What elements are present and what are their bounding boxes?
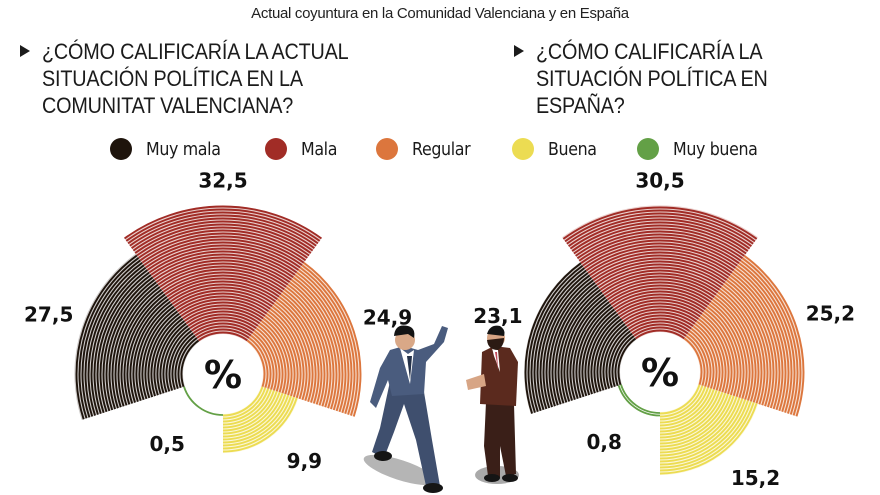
- question-line: SITUACIÓN POLÍTICA EN: [536, 66, 768, 91]
- legend-item-buena: Buena: [511, 138, 603, 160]
- legend-label: Regular: [411, 138, 471, 160]
- value-label-mala: 30,5: [635, 168, 684, 192]
- sector-muy-mala: [74, 253, 200, 420]
- legend-label: Mala: [300, 138, 337, 160]
- value-label-muy-buena: 0,5: [149, 432, 184, 456]
- value-label-muy-mala: 27,5: [24, 302, 73, 326]
- man-blue-suit: [370, 325, 448, 493]
- question-line: ¿CÓMO CALIFICARÍA LA: [536, 39, 763, 64]
- value-label-regular: 24,9: [363, 305, 412, 329]
- value-label-buena: 9,9: [287, 449, 322, 473]
- businessmen-illustration: [363, 325, 519, 493]
- legend-swatch: [110, 138, 132, 160]
- sector-muy-buena: [617, 384, 661, 417]
- sector-buena: [659, 384, 759, 476]
- sector-muy-buena: [183, 386, 224, 416]
- sector-regular: [683, 255, 805, 417]
- value-label-buena: 15,2: [731, 466, 780, 490]
- percent-symbol: %: [641, 351, 679, 395]
- value-label-regular: 25,2: [806, 302, 855, 326]
- sector-mala: [123, 205, 323, 342]
- question-line: SITUACIÓN POLÍTICA EN LA: [42, 66, 303, 91]
- legend-item-muy-buena: Muy buena: [637, 138, 769, 160]
- sector-muy-mala: [524, 262, 637, 414]
- legend: Muy mala Mala Regular Buena Muy buena: [110, 138, 803, 160]
- legend-swatch: [511, 138, 534, 160]
- legend-label: Buena: [547, 138, 597, 160]
- question-line: ESPAÑA?: [536, 93, 625, 118]
- value-label-muy-buena: 0,8: [586, 430, 621, 454]
- legend-item-mala: Mala: [264, 138, 342, 160]
- legend-label: Muy buena: [673, 138, 758, 160]
- value-label-mala: 32,5: [198, 169, 247, 193]
- chart-subtitle: Actual coyuntura en la Comunidad Valenci…: [251, 5, 629, 22]
- percent-symbol: %: [204, 353, 242, 397]
- sector-regular: [246, 261, 362, 417]
- man-brown-suit: [466, 325, 518, 482]
- question-line: COMUNITAT VALENCIANA?: [42, 93, 294, 118]
- legend-label: Muy mala: [146, 138, 221, 160]
- question-line: ¿CÓMO CALIFICARÍA LA ACTUAL: [42, 39, 349, 64]
- legend-swatch: [375, 138, 398, 160]
- triangle-bullet-icon: [20, 45, 30, 57]
- legend-swatch: [264, 138, 287, 160]
- question-comunitat-valenciana: ¿CÓMO CALIFICARÍA LA ACTUAL SITUACIÓN PO…: [20, 38, 383, 119]
- legend-item-muy-mala: Muy mala: [110, 138, 231, 160]
- legend-swatch: [637, 138, 660, 160]
- question-espana: ¿CÓMO CALIFICARÍA LA SITUACIÓN POLÍTICA …: [514, 38, 793, 119]
- legend-item-regular: Regular: [375, 138, 478, 160]
- chart-comunitat-valenciana: 27,5 32,5 24,9 9,9 0,5%: [24, 169, 412, 473]
- sector-mala: [562, 205, 758, 340]
- sector-buena: [222, 386, 299, 454]
- triangle-bullet-icon: [514, 45, 524, 57]
- value-label-muy-mala: 23,1: [473, 304, 522, 328]
- chart-espana: 23,1 30,5 25,2 15,2 0,8%: [473, 168, 855, 490]
